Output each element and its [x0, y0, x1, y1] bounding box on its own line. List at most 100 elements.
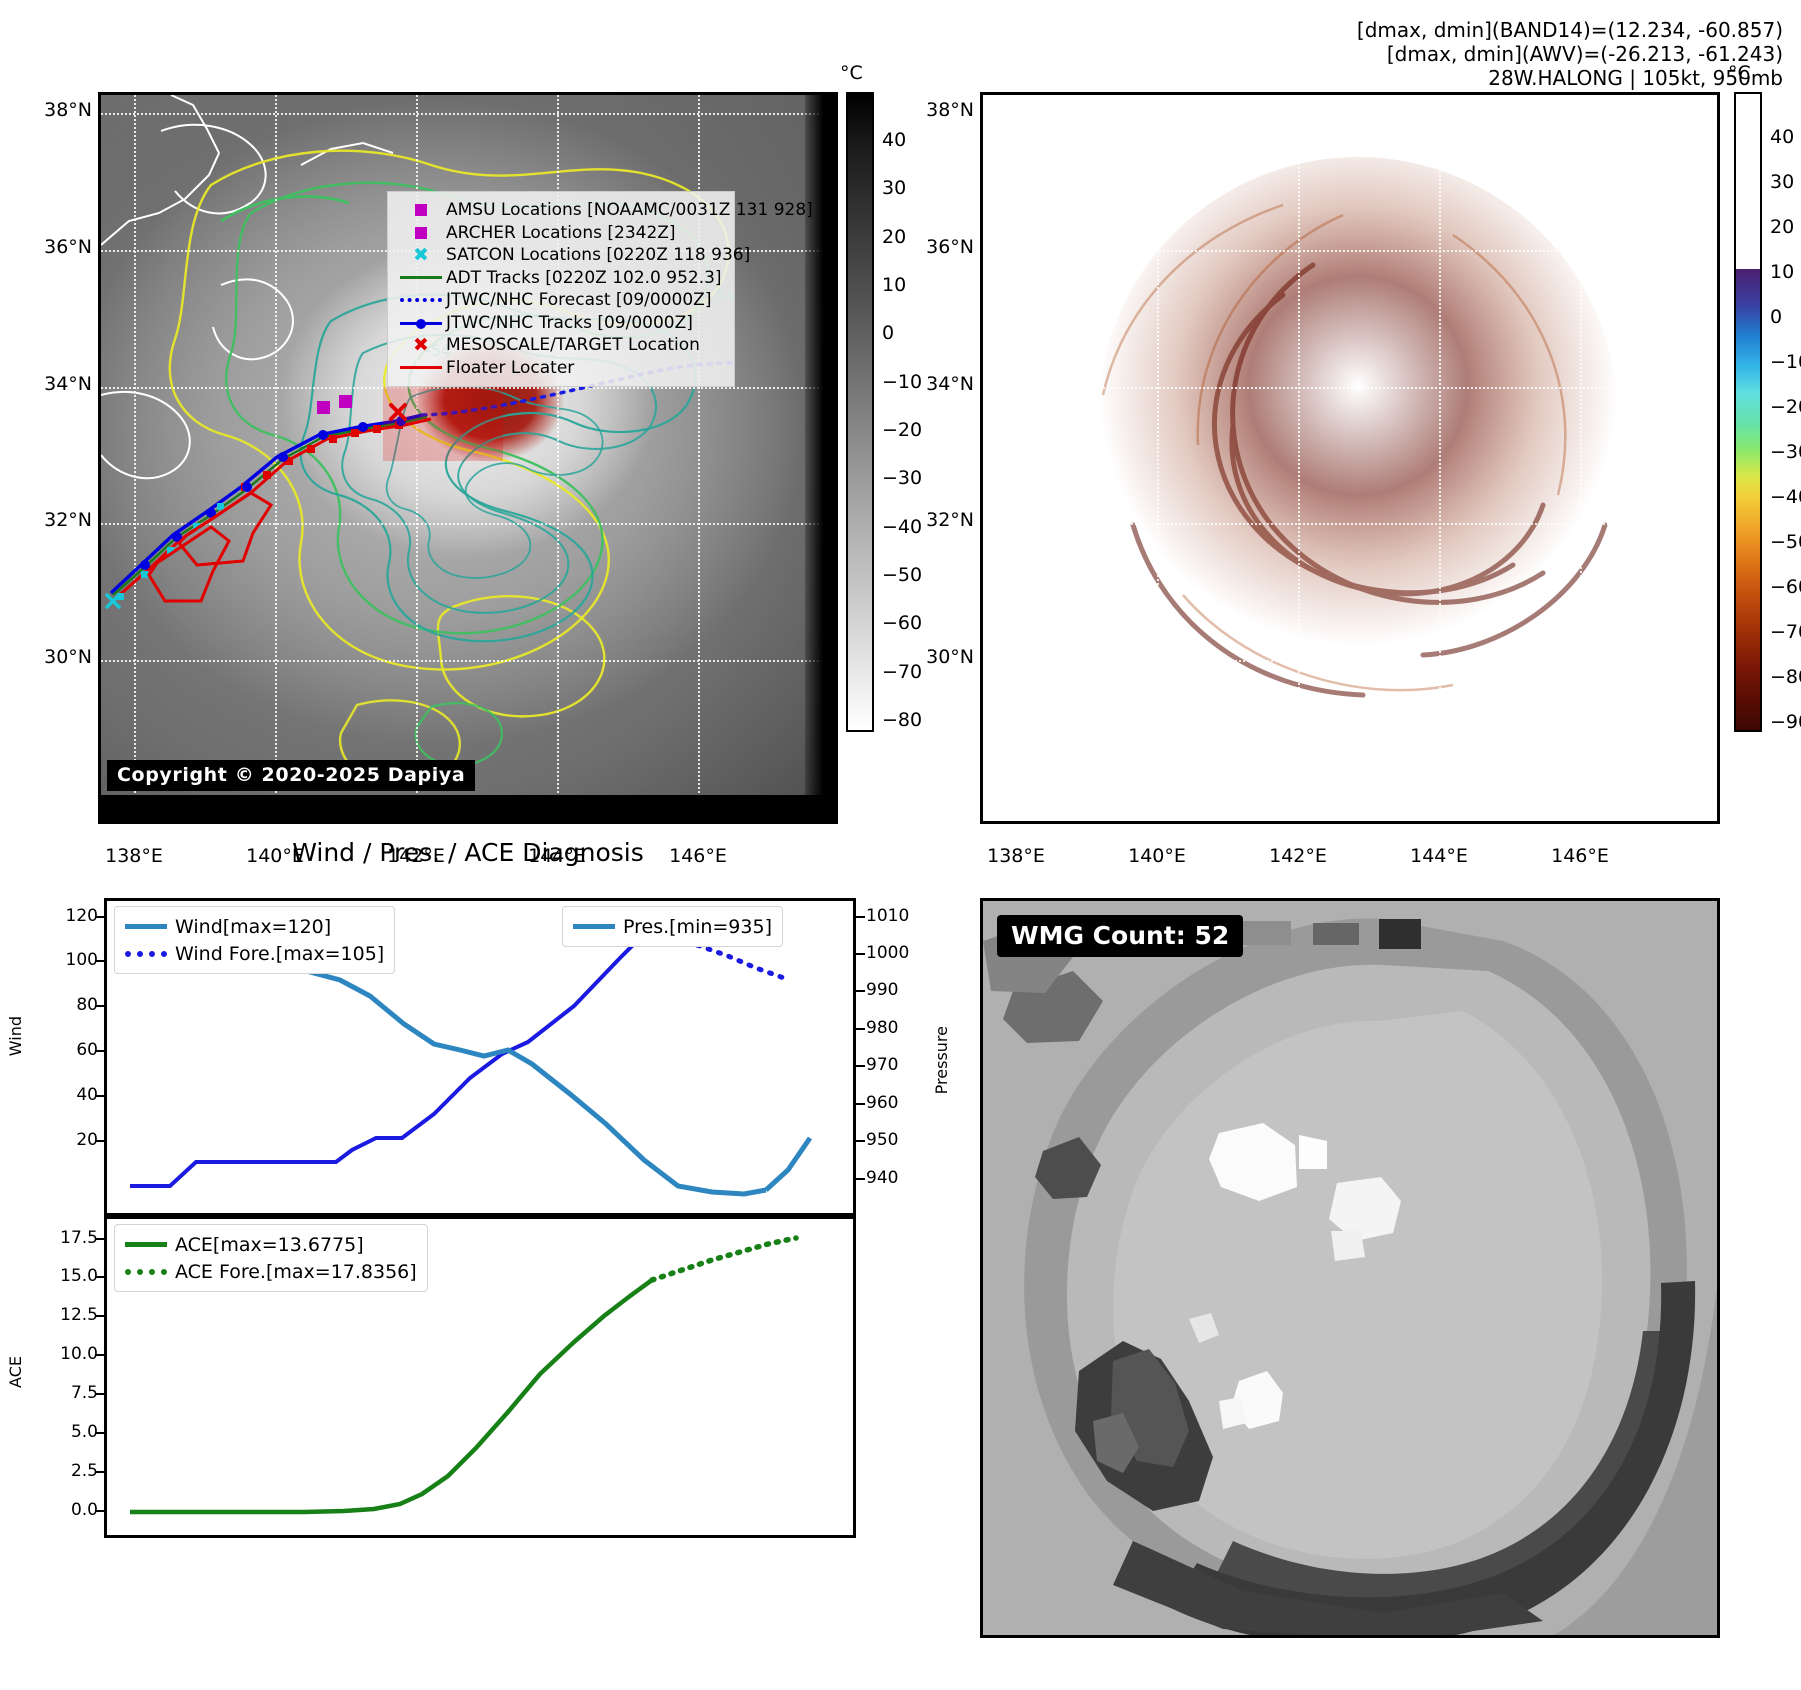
legend-item-wind: Wind[max=120] — [125, 913, 384, 940]
wind-axis-label: Wind — [6, 1016, 25, 1057]
cb-tick: −20 — [1770, 396, 1801, 418]
lon-tick: 144°E — [528, 845, 586, 867]
wind-ytick: 80 — [76, 995, 98, 1015]
cb-tick: 0 — [882, 322, 895, 344]
cb-tick: −40 — [1770, 486, 1801, 508]
gridline-lon-142 — [416, 95, 418, 821]
cb-tick: 20 — [882, 226, 907, 248]
gridline-lon-138 — [1016, 95, 1018, 821]
wmg-image — [983, 901, 1717, 1635]
ace-ytick: 15.0 — [60, 1266, 98, 1286]
pres-ytick: 1000 — [866, 943, 910, 963]
cb-tick: 10 — [1770, 261, 1795, 283]
archer-square-icon — [396, 226, 446, 239]
colorbar-grayscale — [846, 92, 874, 732]
wind-pressure-chart[interactable]: 120 100 80 60 40 20 Wind 1010 1000 990 9… — [6, 898, 951, 1216]
legend-label: Pres.[min=935] — [623, 915, 772, 938]
lon-tick: 142°E — [387, 845, 445, 867]
legend-item-ace: ACE[max=13.6775] — [125, 1231, 417, 1258]
legend-label: MESOSCALE/TARGET Location — [446, 335, 700, 356]
lon-tick: 138°E — [105, 845, 163, 867]
cb-tick: 30 — [882, 177, 907, 199]
dmax-dmin-awv: [dmax, dmin](AWV)=(-26.213, -61.243) — [1386, 42, 1783, 66]
wind-ytick: 100 — [65, 950, 98, 970]
lat-tick: 38°N — [44, 99, 92, 121]
wmg-count-badge: WMG Count: 52 — [997, 915, 1244, 957]
lat-tick: 32°N — [44, 509, 92, 531]
colorbar-enhanced-ir — [1734, 92, 1762, 732]
lat-tick: 34°N — [44, 373, 92, 395]
pressure-line-icon — [573, 924, 623, 929]
tracks-line-marker-icon — [396, 318, 446, 329]
mesoscale-x-icon: ✖ — [413, 333, 429, 356]
legend-item-tracks: JTWC/NHC Tracks [09/0000Z] — [396, 312, 724, 335]
ace-ytick: 7.5 — [70, 1383, 98, 1403]
legend-item-floater: Floater Locater — [396, 357, 724, 380]
limb-shadow-bottom — [101, 795, 835, 821]
cb-tick: 20 — [1770, 216, 1795, 238]
lat-tick: 30°N — [44, 646, 92, 668]
wmg-microwave-panel[interactable]: WMG Count: 52 — [980, 898, 1720, 1638]
legend-label: Floater Locater — [446, 357, 575, 378]
gridline-lat-34 — [101, 387, 835, 389]
gridline-lat-38 — [101, 113, 835, 115]
cb-tick: 40 — [882, 129, 907, 151]
ace-ytick: 0.0 — [70, 1500, 98, 1520]
cb-tick: −40 — [882, 516, 923, 538]
storm-summary: 28W.HALONG | 105kt, 950mb — [1488, 66, 1783, 90]
lat-tick: 36°N — [44, 236, 92, 258]
legend-item-adt: ADT Tracks [0220Z 102.0 952.3] — [396, 267, 724, 290]
dmax-dmin-band14: [dmax, dmin](BAND14)=(12.234, -60.857) — [1356, 18, 1783, 42]
gridline-lon-146 — [1580, 95, 1582, 821]
ace-chart-plot — [130, 1235, 799, 1515]
cb-tick: −80 — [882, 709, 923, 731]
ace-ytick: 2.5 — [70, 1461, 98, 1481]
legend-label: ACE[max=13.6775] — [175, 1233, 364, 1256]
cb-tick: 40 — [1770, 126, 1795, 148]
lat-tick: 34°N — [926, 373, 974, 395]
pres-ytick: 980 — [866, 1018, 899, 1038]
storm-track-overlay — [105, 361, 733, 609]
pres-ytick: 1010 — [866, 906, 910, 926]
pres-ytick: 970 — [866, 1055, 899, 1075]
cb-tick: 10 — [882, 274, 907, 296]
gridline-lon-146 — [698, 95, 700, 821]
header-info-block: [dmax, dmin](BAND14)=(12.234, -60.857) [… — [1357, 18, 1783, 90]
ace-chart[interactable]: 17.5 15.0 12.5 10.0 7.5 5.0 2.5 0.0 ACE … — [6, 1216, 856, 1538]
diagnosis-chart-title: Wind / Pres. / ACE Diagnosis — [292, 838, 644, 867]
gridline-lon-144 — [1439, 95, 1441, 821]
legend-item-mesoscale: ✖ MESOSCALE/TARGET Location — [396, 334, 724, 357]
legend-item-wind-forecast: Wind Fore.[max=105] — [125, 940, 384, 967]
lat-tick: 38°N — [926, 99, 974, 121]
legend-label: ADT Tracks [0220Z 102.0 952.3] — [446, 267, 722, 288]
wind-ytick: 120 — [65, 906, 98, 926]
floater-line-icon — [396, 366, 446, 370]
lat-tick: 32°N — [926, 509, 974, 531]
gridline-lat-30 — [983, 660, 1717, 662]
legend-label: ACE Fore.[max=17.8356] — [175, 1260, 417, 1283]
forecast-dotted-line-icon — [396, 298, 446, 303]
cb-tick: 0 — [1770, 306, 1783, 328]
wind-ytick: 40 — [76, 1085, 98, 1105]
lon-tick: 140°E — [1128, 845, 1186, 867]
cb-tick: −10 — [882, 371, 923, 393]
legend-item-pressure: Pres.[min=935] — [573, 913, 772, 940]
lat-tick: 30°N — [926, 646, 974, 668]
legend-label: AMSU Locations [NOAAMC/0031Z 131 928] — [446, 200, 813, 221]
gridline-lat-32 — [101, 523, 835, 525]
gridline-lon-140 — [1157, 95, 1159, 821]
wind-ytick: 20 — [76, 1130, 98, 1150]
gridline-lat-34 — [983, 387, 1717, 389]
legend-label: Wind Fore.[max=105] — [175, 942, 385, 965]
lon-tick: 138°E — [987, 845, 1045, 867]
map-legend: AMSU Locations [NOAAMC/0031Z 131 928] AR… — [387, 191, 813, 387]
gridline-lon-138 — [134, 95, 136, 821]
amsu-square-icon — [396, 204, 446, 217]
ir-color-map[interactable] — [980, 92, 1720, 824]
ir-grayscale-map[interactable]: -54 -64 -54 — [98, 92, 838, 824]
cb-tick: −50 — [1770, 531, 1801, 553]
pres-ytick: 950 — [866, 1130, 899, 1150]
gridline-lat-38 — [983, 113, 1717, 115]
wind-forecast-dotted-icon — [125, 950, 175, 957]
cb-tick: −90 — [1770, 711, 1801, 733]
